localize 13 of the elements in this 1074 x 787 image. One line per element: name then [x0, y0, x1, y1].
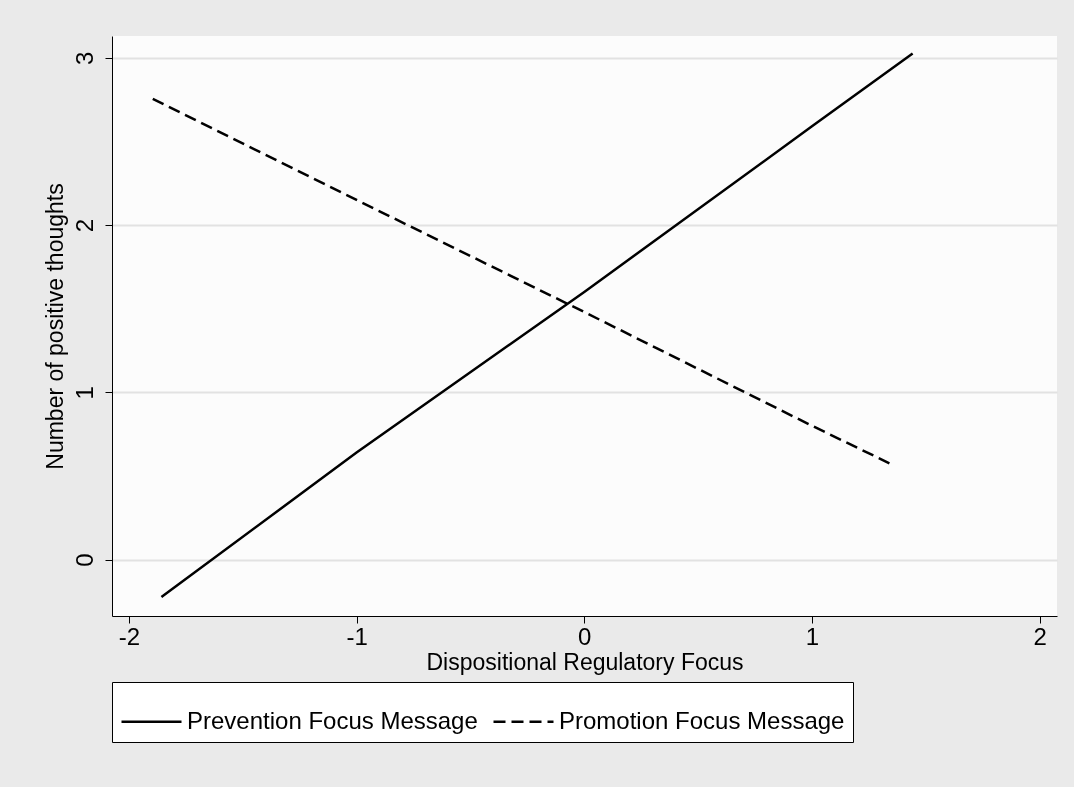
y-tick-label: 0 — [70, 553, 98, 567]
legend-label: Promotion Focus Message — [559, 706, 845, 734]
y-tick-label: 1 — [70, 386, 98, 400]
y-tick-label: 3 — [70, 51, 98, 65]
y-tick-label: 2 — [70, 218, 98, 233]
x-tick-label: 0 — [578, 622, 592, 650]
y-axis-title: Number of positive thoughts — [41, 183, 68, 470]
x-axis-title: Dispositional Regulatory Focus — [426, 648, 744, 675]
x-tick-label: -2 — [118, 622, 141, 650]
x-tick-label: -1 — [346, 622, 368, 650]
legend-label: Prevention Focus Message — [187, 706, 478, 734]
x-tick-label: 1 — [805, 622, 820, 650]
x-tick-label: 2 — [1033, 622, 1047, 650]
